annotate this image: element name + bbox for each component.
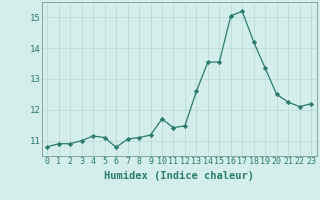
- X-axis label: Humidex (Indice chaleur): Humidex (Indice chaleur): [104, 171, 254, 181]
